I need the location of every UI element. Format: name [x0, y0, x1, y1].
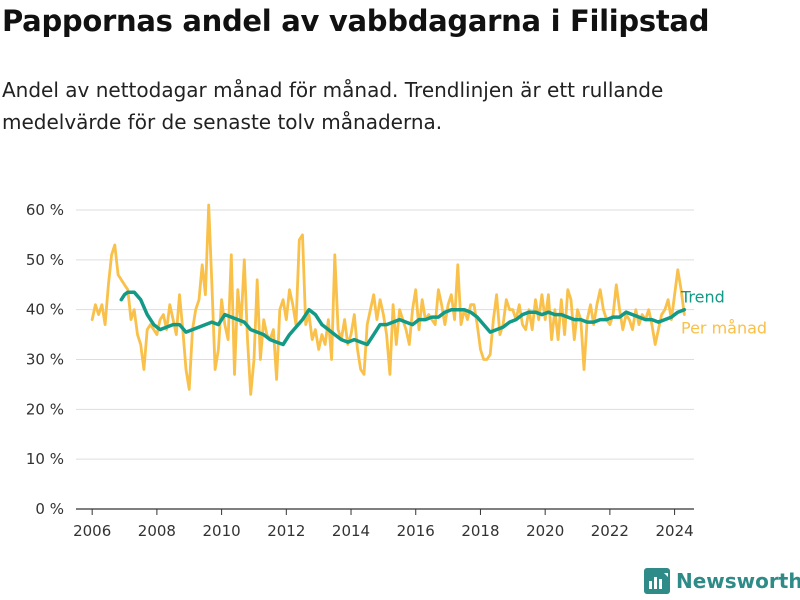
- y-tick-label: 60 %: [26, 201, 64, 219]
- series-line-monthly: [90, 203, 686, 396]
- x-tick-label: 2012: [267, 522, 305, 540]
- series-label-trend: Trend: [680, 288, 725, 307]
- series-label-monthly: Per månad: [681, 319, 767, 338]
- x-tick-label: 2020: [526, 522, 564, 540]
- chart-title: Pappornas andel av vabbdagarna i Filipst…: [2, 4, 710, 38]
- grid-layer: [76, 209, 694, 460]
- x-tick-label: 2022: [591, 522, 629, 540]
- y-tick-label: 40 %: [26, 301, 64, 319]
- x-tick-label: 2006: [73, 522, 111, 540]
- y-tick-label: 20 %: [26, 400, 64, 418]
- x-tick-label: 2014: [332, 522, 370, 540]
- chart-subtitle: Andel av nettodagar månad för månad. Tre…: [2, 78, 664, 134]
- y-tick-label: 50 %: [26, 251, 64, 269]
- y-tick-label: 10 %: [26, 450, 64, 468]
- brand-logo: Newsworthy: [644, 568, 800, 594]
- y-tick-label: 30 %: [26, 351, 64, 369]
- newsworthy-logo-icon: [644, 568, 670, 594]
- y-tick-label: 0 %: [35, 500, 64, 518]
- axis-layer: 0 % 10 % 20 % 30 % 40 % 50 % 60 % 2006 2008 2010 2…: [26, 201, 694, 540]
- x-tick-label: 2024: [655, 522, 693, 540]
- x-tick-label: 2018: [461, 522, 499, 540]
- x-tick-label: 2008: [138, 522, 176, 540]
- x-tick-label: 2010: [203, 522, 241, 540]
- legend-layer: Per månad Trend: [680, 288, 767, 338]
- x-tick-label: 2016: [397, 522, 435, 540]
- brand-name: Newsworthy: [676, 569, 800, 593]
- series-layer: [90, 203, 687, 396]
- series-line-trend: [119, 290, 687, 347]
